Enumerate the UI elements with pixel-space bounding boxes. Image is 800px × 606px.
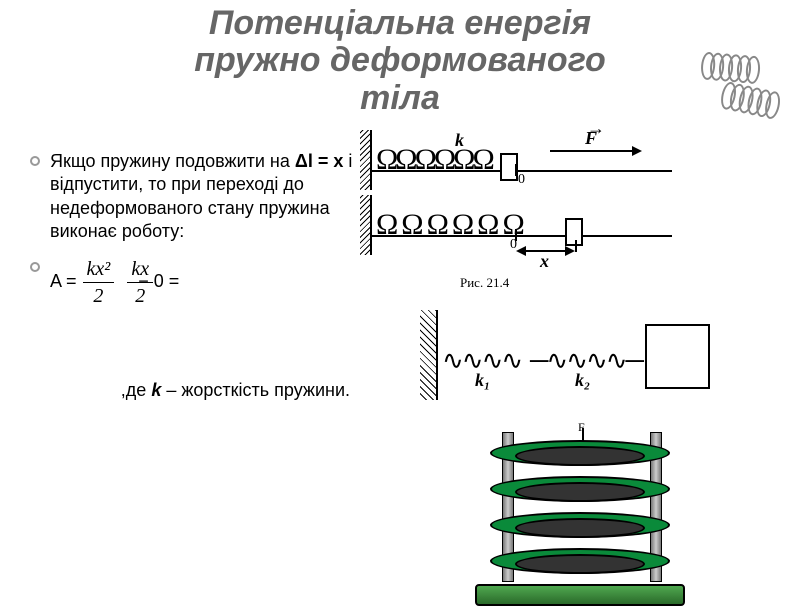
text-content: Якщо пружину подовжити на Δl = x і відпу…	[30, 150, 360, 402]
series-springs-diagram: ∿∿∿∿ ─∿∿∿∿─ k₁ k₂	[420, 310, 780, 410]
bullet-1: Якщо пружину подовжити на Δl = x і відпу…	[30, 150, 360, 244]
spring-diagram-1: ΩΩΩΩΩΩ k →F 0	[370, 130, 680, 190]
figure-caption: Рис. 21.4	[460, 275, 509, 291]
bullet-1-text: Якщо пружину подовжити на Δl = x і відпу…	[50, 150, 360, 244]
decorative-springs	[706, 55, 780, 115]
note-text: ,де k – жорсткість пружини.	[30, 379, 360, 402]
slide-title: Потенціальна енергія пружно деформованог…	[0, 0, 800, 117]
equation: A = kx² 2 − 0 = kx 2	[50, 256, 211, 309]
bullet-2: A = kx² 2 − 0 = kx 2	[30, 256, 360, 309]
bullet-marker-icon	[30, 156, 40, 166]
spring-diagram-2: ΩΩΩΩΩΩ 0 x	[370, 195, 680, 255]
stacked-springs-diagram: F	[490, 440, 690, 606]
diagrams-area: ΩΩΩΩΩΩ k →F 0 ΩΩΩΩΩΩ 0 x Рис. 21.4 ∿∿∿∿ …	[370, 130, 780, 260]
bullet-marker-icon	[30, 262, 40, 272]
